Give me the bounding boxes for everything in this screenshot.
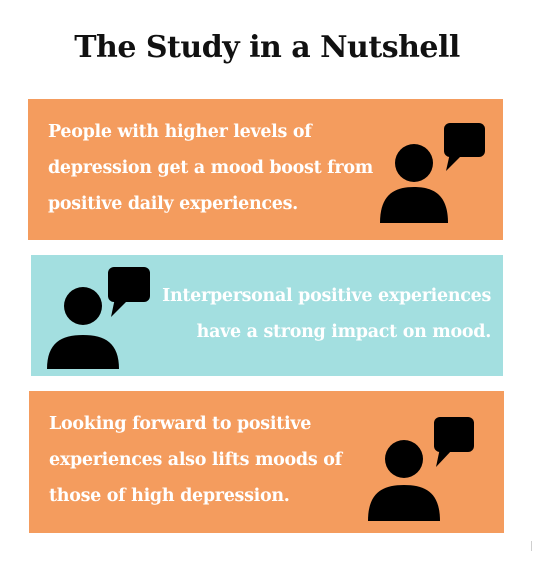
finding-text-3: Looking forward to positive experiences …	[49, 414, 342, 506]
finding-text-2: Interpersonal positive experiences have …	[162, 286, 491, 342]
person-speech-bubble-icon	[47, 267, 150, 369]
finding-panel-3: Looking forward to positive experiences …	[29, 391, 504, 533]
finding-panel-2: Interpersonal positive experiences have …	[31, 255, 503, 376]
person-speech-bubble-icon	[368, 417, 474, 521]
page-edge-mark	[531, 541, 532, 551]
person-speech-bubble-icon	[380, 123, 485, 223]
page-title: The Study in a Nutshell	[74, 30, 460, 65]
finding-text-1: People with higher levels of depression …	[48, 122, 373, 214]
finding-panel-1: People with higher levels of depression …	[28, 99, 503, 240]
